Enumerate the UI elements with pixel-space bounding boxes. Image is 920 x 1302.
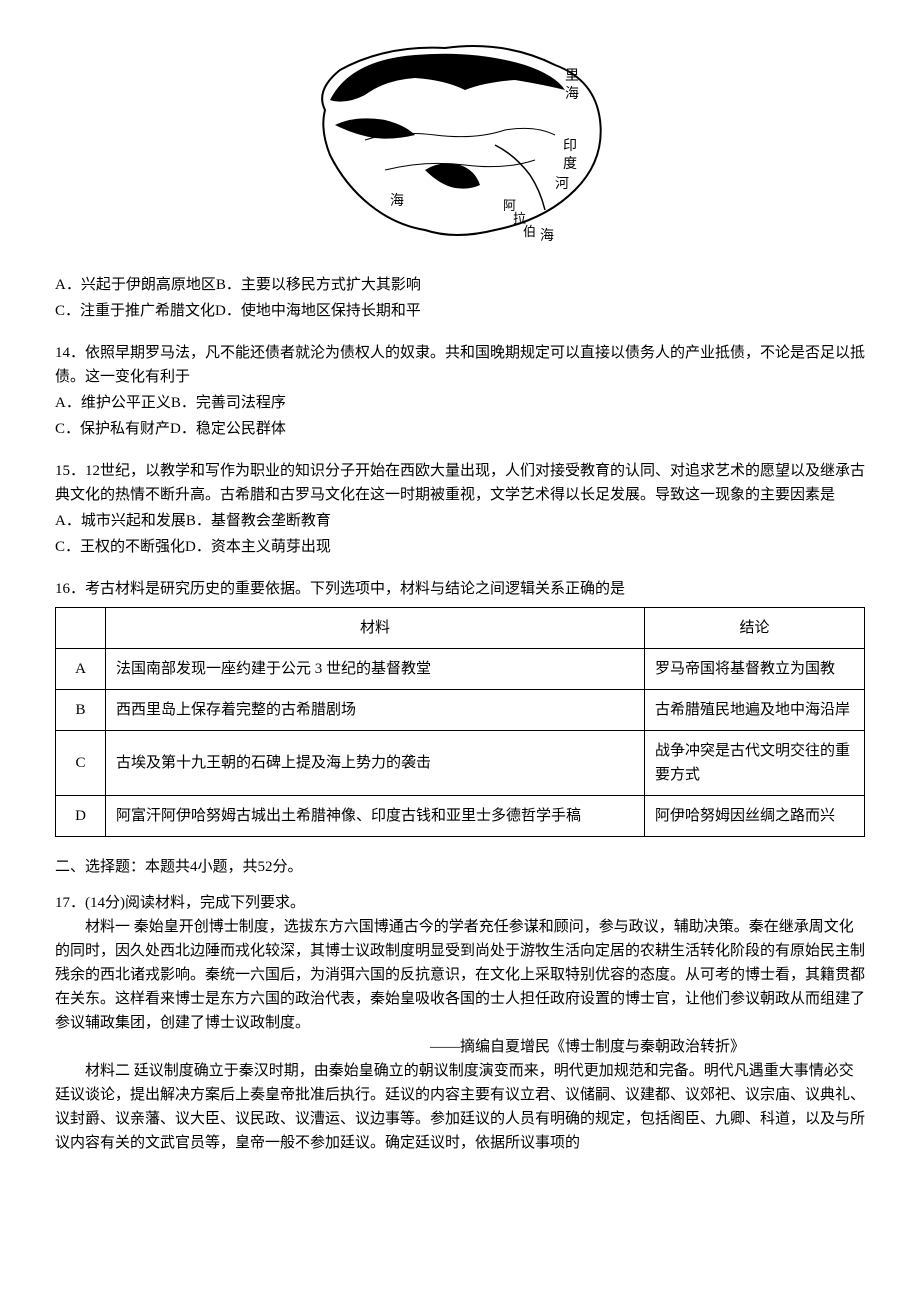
table-row: C古埃及第十九王朝的石碑上提及海上势力的袭击战争冲突是古代文明交往的重要方式 bbox=[56, 731, 865, 796]
q14-line-cd: C．保护私有财产D．稳定公民群体 bbox=[55, 417, 865, 441]
map-label-du: 度 bbox=[563, 156, 577, 172]
q14-opt-b: B．完善司法程序 bbox=[171, 395, 286, 411]
question-14: 14．依照早期罗马法，凡不能还债者就沦为债权人的奴隶。共和国晚期规定可以直接以债… bbox=[55, 341, 865, 441]
row-material: 法国南部发现一座约建于公元 3 世纪的基督教堂 bbox=[106, 649, 645, 690]
q13-opt-d: D．使地中海地区保持长期和平 bbox=[215, 303, 421, 319]
map-label-hai-bottom: 海 bbox=[540, 228, 554, 244]
map-label-yin: 印 bbox=[563, 138, 577, 154]
row-conclusion: 罗马帝国将基督教立为国教 bbox=[645, 649, 865, 690]
q17-material-1: 材料一 秦始皇开创博士制度，选拔东方六国博通古今的学者充任参谋和顾问，参与政议，… bbox=[55, 915, 865, 1035]
map-label-li: 里 bbox=[565, 69, 579, 84]
q15-stem: 15．12世纪，以教学和写作为职业的知识分子开始在西欧大量出现，人们对接受教育的… bbox=[55, 459, 865, 507]
q15-opt-b: B．基督教会垄断教育 bbox=[186, 513, 331, 529]
row-material: 古埃及第十九王朝的石碑上提及海上势力的袭击 bbox=[106, 731, 645, 796]
row-label: D bbox=[56, 796, 106, 837]
q13-line-cd: C．注重于推广希腊文化D．使地中海地区保持长期和平 bbox=[55, 299, 865, 323]
question-13-choices: A．兴起于伊朗高原地区B．主要以移民方式扩大其影响 C．注重于推广希腊文化D．使… bbox=[55, 273, 865, 323]
q17-citation-1: ——摘编自夏增民《博士制度与秦朝政治转折》 bbox=[55, 1035, 865, 1059]
q17-material-2: 材料二 廷议制度确立于秦汉时期，由秦始皇确立的朝议制度演变而来，明代更加规范和完… bbox=[55, 1059, 865, 1155]
q15-opt-c: C．王权的不断强化 bbox=[55, 539, 185, 555]
row-label: B bbox=[56, 690, 106, 731]
q16-header-material: 材料 bbox=[106, 608, 645, 649]
q15-line-ab: A．城市兴起和发展B．基督教会垄断教育 bbox=[55, 509, 865, 533]
question-17: 17．(14分)阅读材料，完成下列要求。 材料一 秦始皇开创博士制度，选拔东方六… bbox=[55, 891, 865, 1155]
table-row: A法国南部发现一座约建于公元 3 世纪的基督教堂罗马帝国将基督教立为国教 bbox=[56, 649, 865, 690]
map-label-he: 河 bbox=[555, 176, 569, 192]
q16-stem: 16．考古材料是研究历史的重要依据。下列选项中，材料与结论之间逻辑关系正确的是 bbox=[55, 577, 865, 601]
q16-tbody: A法国南部发现一座约建于公元 3 世纪的基督教堂罗马帝国将基督教立为国教B西西里… bbox=[56, 649, 865, 837]
q16-header-blank bbox=[56, 608, 106, 649]
row-conclusion: 阿伊哈努姆因丝绸之路而兴 bbox=[645, 796, 865, 837]
row-material: 阿富汗阿伊哈努姆古城出土希腊神像、印度古钱和亚里士多德哲学手稿 bbox=[106, 796, 645, 837]
row-material: 西西里岛上保存着完整的古希腊剧场 bbox=[106, 690, 645, 731]
q16-header-conclusion: 结论 bbox=[645, 608, 865, 649]
row-conclusion: 战争冲突是古代文明交往的重要方式 bbox=[645, 731, 865, 796]
q13-line-ab: A．兴起于伊朗高原地区B．主要以移民方式扩大其影响 bbox=[55, 273, 865, 297]
question-15: 15．12世纪，以教学和写作为职业的知识分子开始在西欧大量出现，人们对接受教育的… bbox=[55, 459, 865, 559]
table-row: D阿富汗阿伊哈努姆古城出土希腊神像、印度古钱和亚里士多德哲学手稿阿伊哈努姆因丝绸… bbox=[56, 796, 865, 837]
q15-line-cd: C．王权的不断强化D．资本主义萌芽出现 bbox=[55, 535, 865, 559]
map-label-bo: 伯 bbox=[523, 224, 536, 239]
q14-opt-a: A．维护公平正义 bbox=[55, 395, 171, 411]
q14-stem: 14．依照早期罗马法，凡不能还债者就沦为债权人的奴隶。共和国晚期规定可以直接以债… bbox=[55, 341, 865, 389]
map-svg: 里 海 印 度 河 海 阿 拉 伯 海 bbox=[295, 30, 625, 250]
section-2-header: 二、选择题：本题共4小题，共52分。 bbox=[55, 855, 865, 879]
map-figure: 里 海 印 度 河 海 阿 拉 伯 海 bbox=[55, 30, 865, 258]
q15-opt-a: A．城市兴起和发展 bbox=[55, 513, 186, 529]
map-label-hai-top: 海 bbox=[565, 86, 579, 102]
question-16: 16．考古材料是研究历史的重要依据。下列选项中，材料与结论之间逻辑关系正确的是 … bbox=[55, 577, 865, 837]
map-label-hai-left: 海 bbox=[390, 193, 404, 209]
q13-opt-c: C．注重于推广希腊文化 bbox=[55, 303, 215, 319]
row-label: C bbox=[56, 731, 106, 796]
q13-opt-b: B．主要以移民方式扩大其影响 bbox=[216, 277, 421, 293]
q13-opt-a: A．兴起于伊朗高原地区 bbox=[55, 277, 216, 293]
row-label: A bbox=[56, 649, 106, 690]
table-row: B西西里岛上保存着完整的古希腊剧场古希腊殖民地遍及地中海沿岸 bbox=[56, 690, 865, 731]
q16-table: 材料 结论 A法国南部发现一座约建于公元 3 世纪的基督教堂罗马帝国将基督教立为… bbox=[55, 607, 865, 837]
q15-opt-d: D．资本主义萌芽出现 bbox=[185, 539, 331, 555]
q14-opt-c: C．保护私有财产 bbox=[55, 421, 170, 437]
q16-header-row: 材料 结论 bbox=[56, 608, 865, 649]
q14-line-ab: A．维护公平正义B．完善司法程序 bbox=[55, 391, 865, 415]
q14-opt-d: D．稳定公民群体 bbox=[170, 421, 286, 437]
row-conclusion: 古希腊殖民地遍及地中海沿岸 bbox=[645, 690, 865, 731]
q17-title: 17．(14分)阅读材料，完成下列要求。 bbox=[55, 891, 865, 915]
